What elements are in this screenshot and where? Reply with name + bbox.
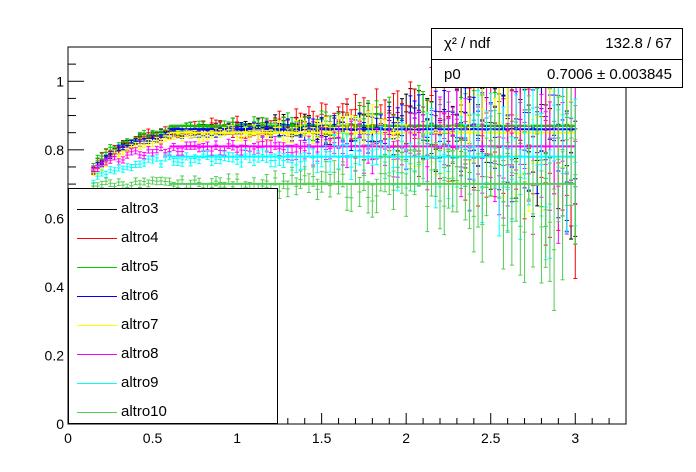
y-tick-label: 0.4 (45, 279, 65, 295)
legend-label: altro4 (121, 229, 159, 246)
legend-label: altro8 (121, 345, 159, 362)
x-tick-label: 2 (402, 430, 410, 446)
x-tick-label: 1 (233, 430, 241, 446)
y-tick-label: 1 (56, 73, 64, 89)
legend-item-altro5: altro5 (69, 253, 277, 282)
legend-swatch (77, 412, 117, 413)
legend-label: altro7 (121, 316, 159, 333)
stats-box: χ² / ndf 132.8 / 67 p0 0.7006 ± 0.003845 (431, 28, 683, 88)
legend-swatch (77, 209, 117, 210)
legend-item-altro9: altro9 (69, 369, 277, 398)
stat-p0-value: 0.7006 ± 0.003845 (546, 66, 672, 83)
legend-swatch (77, 267, 117, 268)
legend-label: altro9 (121, 374, 159, 391)
y-tick-label: 0 (56, 416, 64, 432)
x-tick-label: 2.5 (481, 430, 501, 446)
legend-label: altro6 (121, 287, 159, 304)
legend-item-altro6: altro6 (69, 282, 277, 311)
stat-chi2-value: 132.8 / 67 (605, 35, 672, 52)
stat-chi2-row: χ² / ndf 132.8 / 67 (432, 29, 682, 59)
y-tick-label: 0.6 (45, 210, 65, 226)
stat-p0-name: p0 (444, 66, 461, 83)
x-tick-label: 3 (571, 430, 579, 446)
legend-item-altro4: altro4 (69, 224, 277, 253)
legend-label: altro3 (121, 200, 159, 217)
y-tick-label: 0.2 (45, 347, 65, 363)
x-tick-labels: 0 0.5 1 1.5 2 2.5 3 (64, 430, 579, 446)
legend: altro3 altro4 altro5 altro6 altro7 altro8 altr… (68, 188, 278, 424)
legend-item-altro7: altro7 (69, 311, 277, 340)
x-tick-label: 1.5 (312, 430, 332, 446)
x-tick-label: 0.5 (143, 430, 163, 446)
legend-swatch (77, 325, 117, 326)
stat-p0-row: p0 0.7006 ± 0.003845 (432, 59, 682, 90)
legend-swatch (77, 354, 117, 355)
legend-swatch (77, 383, 117, 384)
legend-label: altro10 (121, 403, 167, 420)
series-altro10 (91, 70, 578, 311)
legend-swatch (77, 238, 117, 239)
stat-chi2-name: χ² / ndf (444, 35, 491, 52)
y-tick-labels: 0 0.2 0.4 0.6 0.8 1 (45, 73, 65, 432)
legend-swatch (77, 296, 117, 297)
data-marks (91, 46, 578, 311)
legend-item-altro3: altro3 (69, 195, 277, 224)
x-tick-label: 0 (64, 430, 72, 446)
legend-label: altro5 (121, 258, 159, 275)
legend-item-altro10: altro10 (69, 398, 277, 427)
y-tick-label: 0.8 (45, 142, 65, 158)
legend-item-altro8: altro8 (69, 340, 277, 369)
